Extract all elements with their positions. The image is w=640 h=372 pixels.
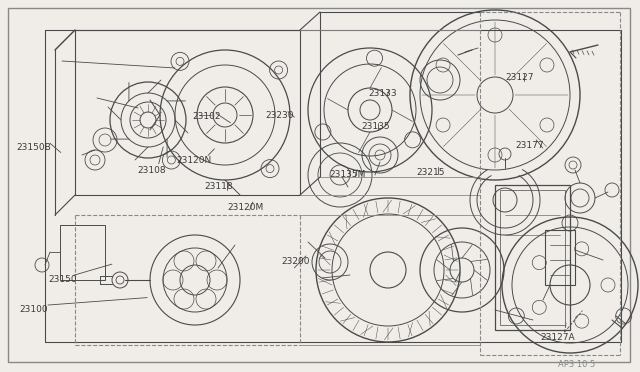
Text: 23120N: 23120N [176, 156, 211, 165]
Text: 23127A: 23127A [541, 333, 575, 342]
Bar [500, 190, 565, 325]
Bar [545, 230, 575, 285]
Text: 23150: 23150 [48, 275, 77, 284]
Text: 23150B: 23150B [16, 143, 51, 152]
Text: 23230: 23230 [266, 111, 294, 120]
Text: 23100: 23100 [19, 305, 48, 314]
Text: 23127: 23127 [506, 73, 534, 81]
Text: 23133: 23133 [368, 89, 397, 97]
Text: 23120M: 23120M [227, 203, 264, 212]
Text: 23135M: 23135M [330, 170, 366, 179]
Text: 23135: 23135 [362, 122, 390, 131]
Text: 23215: 23215 [416, 168, 445, 177]
Bar [495, 185, 570, 330]
Text: 23200: 23200 [282, 257, 310, 266]
Text: 23177: 23177 [515, 141, 544, 150]
Text: 23108: 23108 [138, 166, 166, 174]
Bar [60, 225, 105, 280]
Text: AP3 10 5: AP3 10 5 [558, 360, 595, 369]
Text: 23118: 23118 [205, 182, 234, 191]
Text: 23102: 23102 [192, 112, 221, 121]
